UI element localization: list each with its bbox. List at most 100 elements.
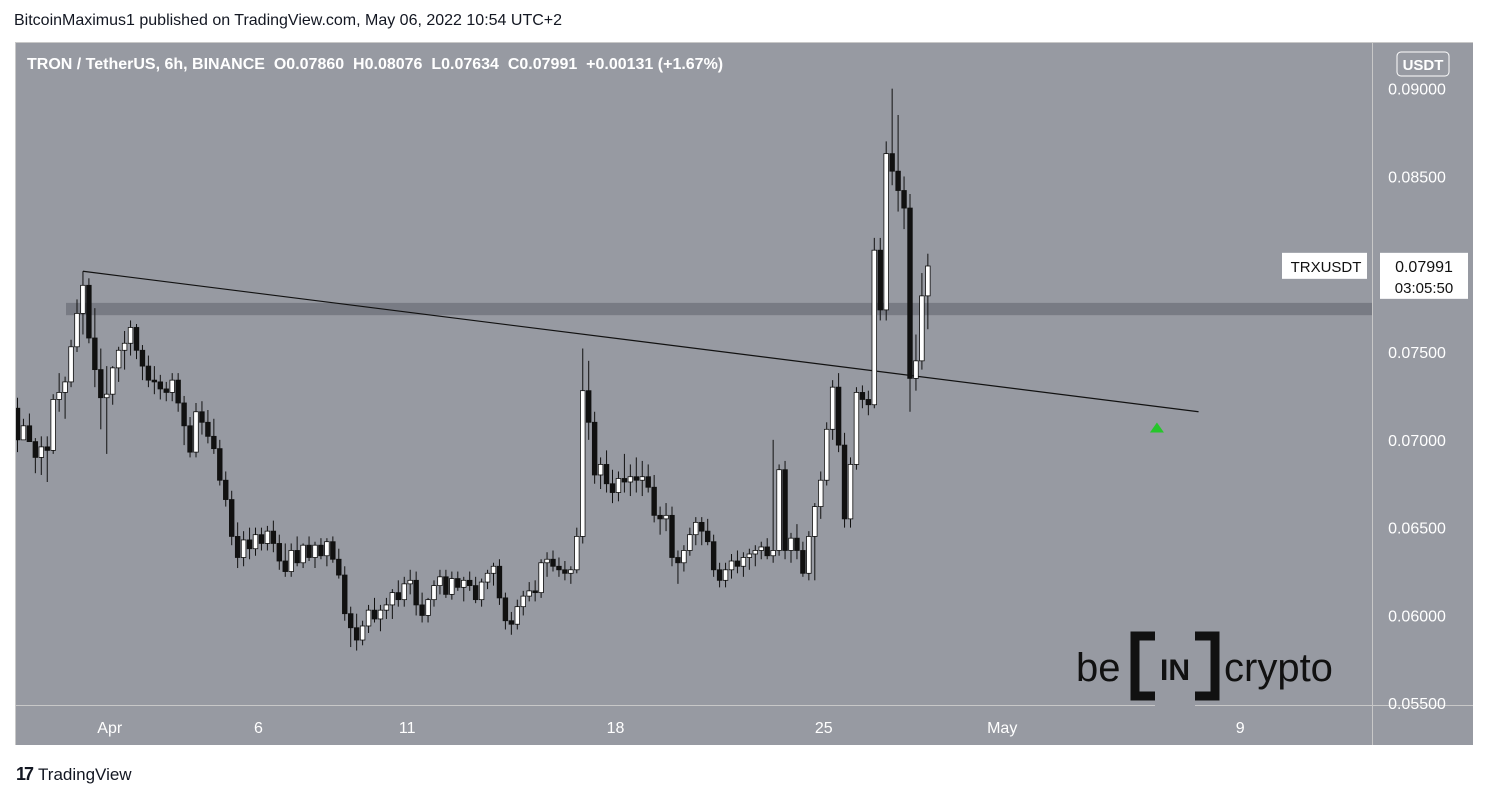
candle-bearish[interactable]	[508, 620, 515, 625]
candle-bullish[interactable]	[377, 609, 384, 620]
candle-bearish[interactable]	[187, 425, 193, 453]
candle-bullish[interactable]	[193, 411, 199, 453]
candle-bullish[interactable]	[401, 583, 407, 601]
candle-bullish[interactable]	[853, 392, 860, 465]
candle-bearish[interactable]	[907, 207, 913, 379]
candle-bearish[interactable]	[877, 249, 883, 311]
candle-bearish[interactable]	[151, 379, 158, 383]
candle-bearish[interactable]	[586, 390, 592, 423]
footer-brand[interactable]: TradingView	[38, 764, 132, 784]
candle-bullish[interactable]	[544, 558, 550, 564]
candle-bearish[interactable]	[705, 530, 711, 543]
candle-bullish[interactable]	[56, 392, 62, 400]
candle-bearish[interactable]	[175, 379, 181, 404]
candle-bullish[interactable]	[365, 609, 372, 627]
candle-bearish[interactable]	[419, 604, 425, 616]
candle-bearish[interactable]	[15, 407, 21, 441]
candle-bearish[interactable]	[98, 369, 104, 399]
candle-bearish[interactable]	[181, 402, 187, 427]
candle-bearish[interactable]	[336, 558, 342, 576]
candle-bearish[interactable]	[157, 381, 163, 390]
candle-bullish[interactable]	[925, 265, 931, 297]
candle-bearish[interactable]	[466, 579, 473, 586]
candle-bearish[interactable]	[734, 560, 741, 567]
candle-bullish[interactable]	[407, 579, 413, 585]
candle-bearish[interactable]	[318, 544, 324, 557]
candle-bullish[interactable]	[389, 592, 396, 606]
candle-bullish[interactable]	[50, 399, 56, 451]
candle-bullish[interactable]	[461, 579, 467, 588]
candle-bearish[interactable]	[710, 541, 717, 571]
candle-bullish[interactable]	[80, 284, 86, 314]
candle-bullish[interactable]	[514, 606, 520, 625]
candle-bullish[interactable]	[693, 521, 699, 536]
candle-bearish[interactable]	[800, 550, 806, 574]
candle-bearish[interactable]	[472, 585, 479, 601]
candle-bearish[interactable]	[901, 190, 907, 209]
candle-bearish[interactable]	[895, 170, 901, 191]
candle-bearish[interactable]	[294, 550, 300, 564]
candle-bullish[interactable]	[62, 381, 68, 393]
candle-bullish[interactable]	[127, 327, 134, 344]
candle-bearish[interactable]	[621, 478, 628, 483]
candle-bullish[interactable]	[574, 536, 580, 571]
candle-bearish[interactable]	[859, 392, 866, 400]
candle-bullish[interactable]	[324, 541, 330, 557]
candle-bearish[interactable]	[282, 560, 288, 572]
tradingview-logo-icon[interactable]: 17	[16, 764, 34, 784]
candle-bearish[interactable]	[139, 349, 146, 367]
candle-bullish[interactable]	[639, 476, 645, 481]
candle-bullish[interactable]	[312, 544, 318, 558]
candle-bearish[interactable]	[889, 153, 895, 172]
candle-bullish[interactable]	[478, 581, 485, 601]
candle-bullish[interactable]	[597, 464, 604, 476]
candle-bullish[interactable]	[746, 553, 753, 558]
candle-bearish[interactable]	[205, 421, 211, 437]
candle-bullish[interactable]	[110, 367, 116, 395]
candle-bearish[interactable]	[550, 558, 556, 567]
candle-bullish[interactable]	[38, 446, 44, 458]
candle-bullish[interactable]	[74, 313, 80, 348]
candle-bullish[interactable]	[847, 464, 854, 520]
candle-bullish[interactable]	[300, 544, 306, 564]
candle-bearish[interactable]	[609, 483, 616, 493]
candle-bullish[interactable]	[824, 428, 830, 481]
candle-bearish[interactable]	[532, 590, 538, 594]
candle-bearish[interactable]	[217, 448, 223, 481]
candle-bearish[interactable]	[234, 536, 241, 558]
candle-bullish[interactable]	[919, 295, 925, 362]
candle-bullish[interactable]	[121, 342, 128, 351]
candle-bullish[interactable]	[818, 479, 824, 507]
candle-bullish[interactable]	[252, 534, 259, 550]
candle-bearish[interactable]	[562, 569, 568, 574]
candle-bearish[interactable]	[675, 557, 681, 564]
candle-bullish[interactable]	[722, 569, 729, 581]
candle-bearish[interactable]	[228, 499, 235, 537]
candle-bearish[interactable]	[223, 479, 229, 500]
candle-bearish[interactable]	[556, 565, 562, 571]
candle-bullish[interactable]	[449, 578, 455, 595]
candle-bullish[interactable]	[520, 595, 526, 608]
candle-bullish[interactable]	[663, 514, 669, 520]
candle-bearish[interactable]	[306, 544, 312, 558]
candle-bearish[interactable]	[794, 537, 800, 551]
descending-trendline[interactable]	[82, 270, 1199, 413]
candle-bearish[interactable]	[657, 514, 663, 520]
candle-bullish[interactable]	[776, 469, 782, 551]
candle-bullish[interactable]	[425, 599, 431, 616]
candle-bullish[interactable]	[240, 539, 247, 558]
candle-bearish[interactable]	[591, 421, 598, 476]
candle-bearish[interactable]	[32, 441, 39, 458]
candle-bullish[interactable]	[758, 546, 764, 551]
candle-bullish[interactable]	[580, 390, 586, 537]
candle-bearish[interactable]	[276, 543, 282, 562]
candle-bearish[interactable]	[347, 613, 354, 629]
candle-bearish[interactable]	[633, 476, 639, 481]
candle-bearish[interactable]	[455, 578, 461, 588]
candle-bullish[interactable]	[169, 379, 175, 393]
candle-bullish[interactable]	[788, 537, 794, 551]
candle-bearish[interactable]	[86, 284, 92, 339]
candle-bullish[interactable]	[20, 425, 27, 441]
candle-bullish[interactable]	[359, 625, 366, 641]
